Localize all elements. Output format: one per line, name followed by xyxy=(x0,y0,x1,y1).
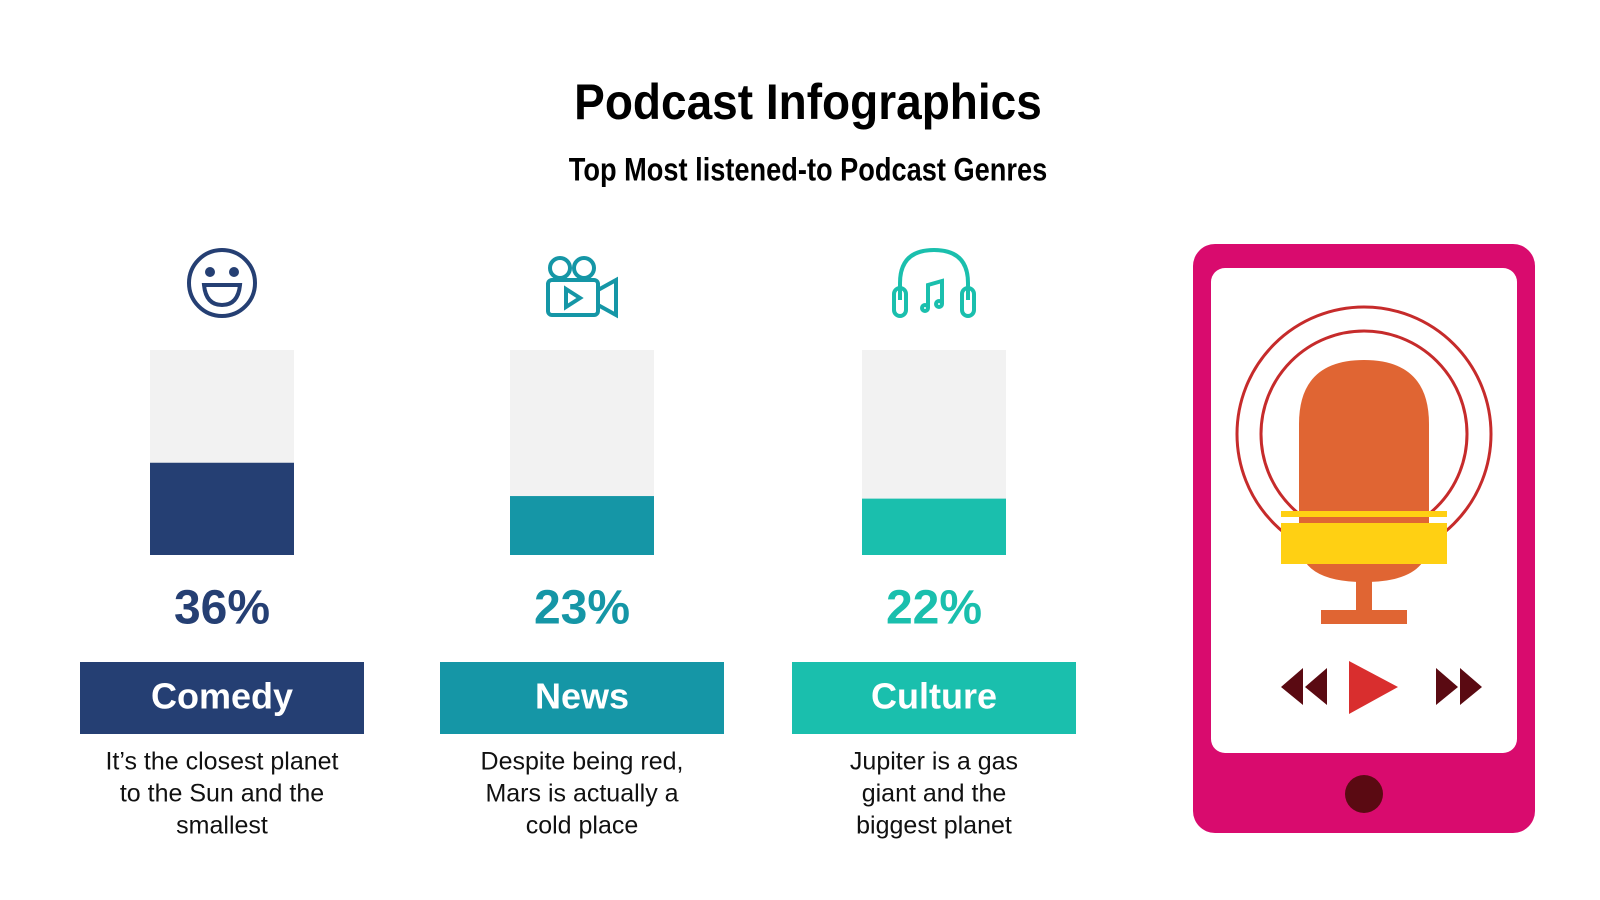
value-label: 22% xyxy=(886,582,982,635)
bar xyxy=(862,498,1006,555)
category-box xyxy=(792,662,1076,734)
description-line: cold place xyxy=(526,812,639,840)
description-line: smallest xyxy=(176,812,268,840)
description-line: biggest planet xyxy=(856,812,1012,840)
description-line: It’s the closest planet xyxy=(105,748,338,776)
chart-subtitle: Top Most listened-to Podcast Genres xyxy=(569,152,1047,188)
camera-icon xyxy=(546,256,618,319)
chart-title: Podcast Infographics xyxy=(574,75,1042,130)
category-label: News xyxy=(535,676,629,717)
phone-illustration xyxy=(1193,244,1535,833)
bar xyxy=(510,496,654,555)
category-label: Culture xyxy=(871,676,997,717)
category-label: Comedy xyxy=(151,676,293,717)
value-label: 23% xyxy=(534,582,630,635)
description-line: Despite being red, xyxy=(481,748,684,776)
smile-icon xyxy=(187,248,257,318)
category-box xyxy=(440,662,724,734)
description-line: giant and the xyxy=(862,780,1007,808)
description-line: to the Sun and the xyxy=(120,780,324,808)
description-line: Jupiter is a gas xyxy=(850,748,1018,776)
description-line: Mars is actually a xyxy=(485,780,678,808)
headphones-icon xyxy=(892,247,976,318)
category-box xyxy=(80,662,364,734)
value-label: 36% xyxy=(174,582,270,635)
bar xyxy=(150,462,294,555)
